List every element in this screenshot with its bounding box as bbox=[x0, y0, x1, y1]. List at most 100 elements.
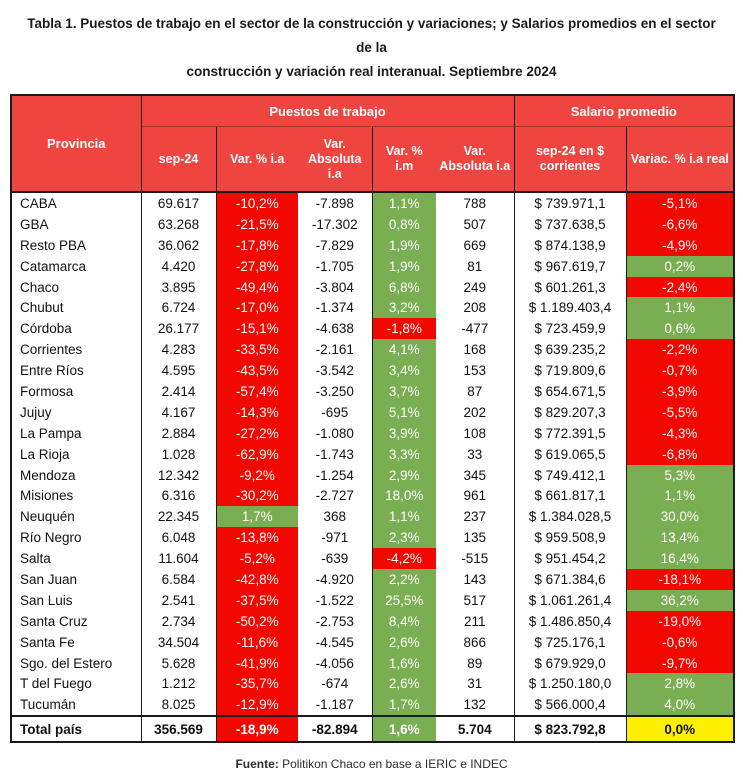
cell-var-pct-ia: -37,5% bbox=[215, 589, 298, 611]
cell-sep24: 2.541 bbox=[140, 589, 216, 611]
cell-salary-sep24: $ 829.207,3 bbox=[513, 401, 627, 423]
cell-var-abs-im: 5.704 bbox=[436, 715, 515, 743]
table-row: Chaco 3.895 -49,4% -3.804 6,8% 249 $ 601.261,3… bbox=[11, 276, 735, 298]
cell-var-abs-ia: -7.898 bbox=[298, 191, 372, 214]
cell-sep24: 356.569 bbox=[140, 715, 216, 743]
table-row: Salta 11.604 -5,2% -639 -4,2% -515 $ 951.454,2… bbox=[11, 548, 735, 570]
cell-sep24: 2.414 bbox=[140, 381, 216, 402]
cell-var-abs-ia: -3.542 bbox=[315, 363, 354, 379]
cell-salary-sep24: $ 671.384,6 bbox=[513, 569, 627, 590]
table-row: Mendoza 12.342 -9,2% -1.254 2,9% 345 $ 749.412… bbox=[11, 464, 735, 486]
cell-salary-sep24: $ 749.412,1 bbox=[513, 464, 627, 486]
cell-var-abs-ia: 368 bbox=[323, 509, 347, 525]
cell-salary-var-real: -18,1% bbox=[625, 569, 735, 590]
cell-salary-sep24: $ 566.000,4 bbox=[513, 694, 627, 717]
cell-salary-var-real: 36,2% bbox=[625, 589, 735, 611]
cell-provincia: Sgo. del Estero bbox=[20, 655, 113, 671]
cell-var-abs-im: 153 bbox=[463, 363, 487, 379]
cell-var-pct-im: 3,9% bbox=[371, 422, 436, 444]
cell-salary-sep24: $ 772.391,5 bbox=[513, 422, 627, 444]
cell-var-abs-ia: -695 bbox=[321, 404, 349, 420]
cell-sep24: 3.895 bbox=[140, 276, 216, 298]
cell-provincia: Chaco bbox=[20, 279, 60, 295]
cell-var-abs-ia: -4.545 bbox=[315, 634, 354, 650]
cell-salary-var-real: 0,0% bbox=[625, 715, 735, 743]
cell-provincia: Mendoza bbox=[20, 467, 76, 483]
cell-salary-var-real: -5,1% bbox=[625, 191, 735, 214]
cell-sep24: 12.342 bbox=[140, 464, 216, 486]
cell-sep24: 26.177 bbox=[140, 318, 216, 340]
table-header: Provincia Puestos de trabajo Salario pro… bbox=[11, 95, 735, 192]
cell-var-pct-ia: -11,6% bbox=[215, 631, 298, 653]
cell-var-pct-im: 18,0% bbox=[371, 485, 436, 507]
cell-var-pct-ia: -49,4% bbox=[215, 276, 298, 298]
cell-var-abs-ia: -639 bbox=[321, 551, 349, 567]
cell-var-pct-ia: -18,9% bbox=[215, 715, 298, 743]
table-row: Neuquén 22.345 1,7% 368 1,1% 237 $ 1.384.028,5… bbox=[11, 506, 735, 528]
cell-provincia: La Pampa bbox=[20, 425, 82, 441]
cell-var-pct-im: 1,9% bbox=[371, 255, 436, 277]
cell-provincia: Santa Fe bbox=[20, 634, 75, 650]
source-label: Fuente: bbox=[235, 757, 279, 771]
cell-var-abs-im: -515 bbox=[461, 551, 489, 567]
cell-salary-sep24: $ 874.138,9 bbox=[513, 234, 627, 256]
cell-salary-sep24: $ 739.971,1 bbox=[513, 191, 627, 214]
cell-var-abs-im: 89 bbox=[467, 655, 483, 671]
cell-var-abs-ia: -2.727 bbox=[315, 488, 354, 504]
cell-salary-var-real: 4,0% bbox=[625, 694, 735, 717]
cell-sep24: 36.062 bbox=[140, 234, 216, 256]
cell-var-pct-im: 1,7% bbox=[371, 694, 436, 717]
cell-salary-sep24: $ 639.235,2 bbox=[513, 339, 627, 361]
cell-salary-sep24: $ 719.809,6 bbox=[513, 360, 627, 382]
cell-var-pct-ia: -43,5% bbox=[215, 360, 298, 382]
cell-sep24: 4.167 bbox=[140, 401, 216, 423]
cell-var-abs-im: 31 bbox=[467, 676, 483, 692]
column-header-salary-var-real: Variac. % i.a real bbox=[625, 126, 735, 192]
cell-salary-sep24: $ 619.065,5 bbox=[513, 443, 627, 465]
cell-provincia: GBA bbox=[20, 216, 49, 232]
table-row: CABA 69.617 -10,2% -7.898 1,1% 788 $ 739.971,1… bbox=[11, 191, 735, 214]
total-row: Total país 356.569 -18,9% -82.894 1,6% 5.704 $… bbox=[11, 715, 735, 743]
source-text: Politikon Chaco en base a IERIC e INDEC bbox=[278, 757, 508, 771]
cell-provincia: CABA bbox=[11, 191, 141, 214]
cell-var-pct-ia: -17,8% bbox=[215, 234, 298, 256]
table-row: Córdoba 26.177 -15,1% -4.638 -1,8% -477 $ 723.… bbox=[11, 318, 735, 340]
cell-var-pct-ia: -41,9% bbox=[215, 652, 298, 674]
cell-var-pct-ia: -21,5% bbox=[215, 213, 298, 235]
cell-salary-var-real: -5,5% bbox=[625, 401, 735, 423]
cell-var-abs-im: 132 bbox=[463, 697, 487, 713]
cell-salary-var-real: -6,6% bbox=[625, 213, 735, 235]
cell-var-abs-ia: -1.080 bbox=[315, 425, 354, 441]
cell-salary-var-real: -0,7% bbox=[625, 360, 735, 382]
cell-var-pct-im: 1,6% bbox=[371, 715, 436, 743]
cell-sep24: 4.595 bbox=[140, 360, 216, 382]
cell-var-pct-im: 0,8% bbox=[371, 213, 436, 235]
cell-var-abs-im: 202 bbox=[463, 404, 487, 420]
cell-var-abs-ia: -3.250 bbox=[315, 383, 354, 399]
table-row: T del Fuego 1.212 -35,7% -674 2,6% 31 $ 1.250.… bbox=[11, 673, 735, 695]
cell-salary-sep24: $ 737.638,5 bbox=[513, 213, 627, 235]
cell-var-pct-im: 6,8% bbox=[371, 276, 436, 298]
cell-var-pct-ia: 1,7% bbox=[215, 506, 298, 528]
cell-var-pct-im: 1,9% bbox=[371, 234, 436, 256]
cell-var-pct-im: 2,6% bbox=[371, 673, 436, 695]
cell-var-pct-im: 4,1% bbox=[371, 339, 436, 361]
cell-var-abs-im: 237 bbox=[463, 509, 487, 525]
cell-sep24: 63.268 bbox=[140, 213, 216, 235]
column-header-var-pct-im: Var. % i.m bbox=[371, 126, 436, 192]
column-header-provincia: Provincia bbox=[11, 95, 142, 192]
cell-salary-var-real: 13,4% bbox=[625, 527, 735, 549]
cell-var-abs-ia: -1.743 bbox=[315, 446, 354, 462]
cell-var-abs-ia: -2.161 bbox=[315, 342, 354, 358]
cell-var-pct-ia: -42,8% bbox=[215, 569, 298, 590]
cell-var-abs-im: 788 bbox=[436, 191, 515, 214]
cell-var-abs-ia: -17.302 bbox=[311, 216, 358, 232]
cell-salary-var-real: -4,3% bbox=[625, 422, 735, 444]
cell-var-pct-ia: -27,2% bbox=[215, 422, 298, 444]
cell-var-abs-ia: -1.374 bbox=[315, 300, 354, 316]
group-header-salario-promedio: Salario promedio bbox=[513, 95, 735, 127]
cell-salary-sep24: $ 1.250.180,0 bbox=[513, 673, 627, 695]
cell-var-pct-im: 1,1% bbox=[371, 191, 436, 214]
cell-var-abs-ia: -82.894 bbox=[298, 715, 372, 743]
cell-var-pct-ia: -57,4% bbox=[215, 381, 298, 402]
